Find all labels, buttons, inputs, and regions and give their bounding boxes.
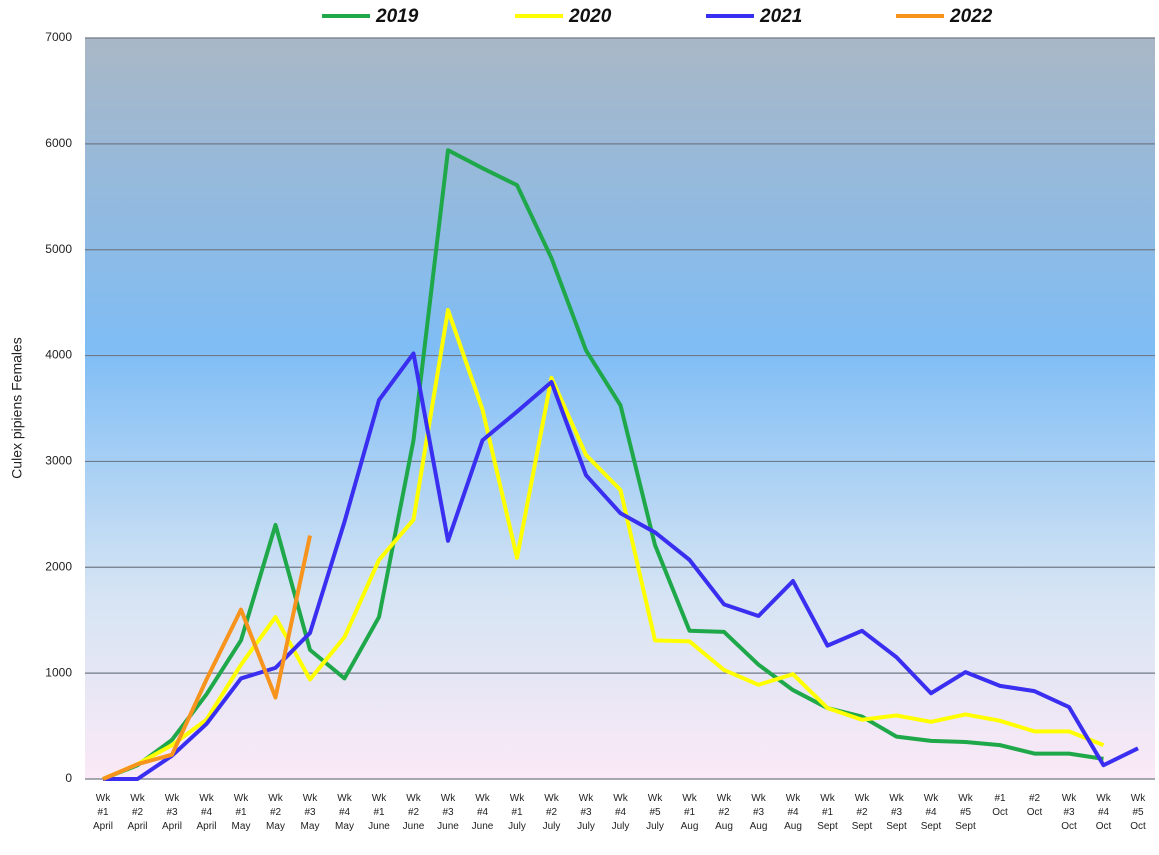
x-tick-label: Wk #2 July [542,793,561,832]
x-tick-label: Wk #4 June [471,793,494,832]
y-tick-label: 1000 [45,665,72,679]
x-tick-label: Wk #4 July [611,793,630,832]
y-tick-label: 5000 [45,242,72,256]
y-tick-label: 3000 [45,454,72,468]
y-tick-label: 4000 [45,348,72,362]
x-tick-label: Wk #3 Sept [886,793,907,832]
y-tick-label: 2000 [45,559,72,573]
x-tick-label: Wk #4 May [335,793,354,832]
series-line [102,308,1105,781]
x-tick-label: Wk #2 Aug [715,793,733,832]
x-tick-label: Wk #3 May [300,793,320,832]
x-tick-label: Wk #2 June [402,793,425,832]
y-tick-label: 0 [65,771,72,785]
x-tick-label: Wk #5 Oct [1130,793,1146,832]
x-tick-label: Wk #4 Sept [920,793,942,832]
x-tick-label: Wk #3 June [437,793,459,832]
y-axis-label: Culex pipiens Females [9,337,25,479]
y-tick-label: 6000 [45,136,72,150]
x-tick-label: Wk #4 Oct [1095,793,1112,832]
series-line [102,535,312,781]
x-tick-label: Wk #1 May [231,793,251,832]
x-tick-label: Wk #1 Aug [680,793,699,832]
x-tick-label: Wk #1 Sept [817,793,838,832]
y-tick-label: 7000 [45,30,72,44]
x-tick-label: Wk #4 Aug [784,793,802,832]
x-tick-label: Wk #5 Sept [955,793,976,832]
x-tick-label: Wk #1 April [92,793,113,832]
x-tick-label: Wk #2 May [266,793,285,832]
x-tick-label: Wk #2 April [127,793,148,832]
x-tick-label: #1 Oct [992,793,1008,818]
x-tick-label: Wk #2 Sept [851,793,873,832]
legend-label: 2020 [568,6,612,27]
legend-label: 2021 [759,6,802,27]
x-tick-label: Wk #1 June [368,793,390,832]
x-tick-label: #2 Oct [1026,793,1043,818]
legend-label: 2022 [949,6,993,27]
series-line [103,351,1139,781]
x-tick-label: Wk #5 July [646,793,664,832]
legend-label: 2019 [375,6,419,27]
x-tick-label: Wk #3 July [577,793,595,832]
x-tick-label: Wk #1 July [508,793,526,832]
x-tick-label: Wk #3 Aug [749,793,768,832]
series-line [102,148,1104,781]
x-tick-label: Wk #4 April [196,793,217,832]
x-tick-label: Wk #3 Oct [1061,793,1077,832]
x-tick-label: Wk #3 April [161,793,182,832]
